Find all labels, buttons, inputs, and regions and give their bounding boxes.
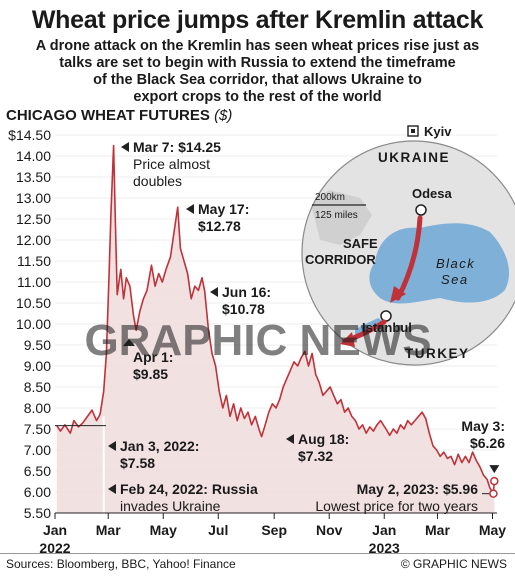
x-tick-label: Jan bbox=[43, 522, 67, 538]
page-subtitle: A drone attack on the Kremlin has seen w… bbox=[20, 38, 495, 106]
sea-label: Sea bbox=[441, 272, 469, 287]
map-layers bbox=[302, 141, 515, 365]
annotation-label: Jun 16: bbox=[222, 284, 271, 300]
annotation-label: May 17: bbox=[198, 201, 249, 217]
x-tick-label: Sep bbox=[261, 522, 287, 538]
annotation-pointer bbox=[210, 287, 218, 297]
subtitle-line: talks are set to begin with Russia to ex… bbox=[59, 55, 456, 71]
country-label: TURKEY bbox=[405, 346, 470, 361]
black-sea-map bbox=[301, 125, 515, 366]
annotation-label: Jan 3, 2022: bbox=[120, 438, 199, 454]
y-tick-label: 14.00 bbox=[16, 148, 51, 164]
annotation-label: Lowest price for two years bbox=[315, 498, 478, 514]
price-line bbox=[56, 144, 496, 495]
x-tick-label: May bbox=[479, 522, 506, 538]
annotation-pointer bbox=[186, 204, 194, 214]
y-tick-label: 11.50 bbox=[17, 253, 51, 269]
annotation-dot bbox=[490, 476, 499, 486]
chart-label-text: CHICAGO WHEAT FUTURES bbox=[6, 107, 210, 124]
subtitle-line: A drone attack on the Kremlin has seen w… bbox=[35, 38, 480, 54]
annotation-label: $6.26 bbox=[470, 435, 505, 451]
annotation-pointer bbox=[121, 142, 129, 152]
y-tick-label: 13.50 bbox=[16, 169, 51, 185]
wheat-price-chart: $14.50 14.00 13.50 13.00 12.50 12.00 11.50 11.0… bbox=[8, 124, 515, 556]
corridor-label: CORRIDOR bbox=[305, 252, 376, 267]
x-tick-label: Mar bbox=[425, 522, 450, 538]
annotation-label: Apr 1: bbox=[133, 349, 173, 365]
annotation-label: $7.32 bbox=[298, 448, 333, 464]
annotation-label: Aug 18: bbox=[298, 431, 349, 447]
annotation-label: $10.78 bbox=[222, 301, 265, 317]
annotation-label: doubles bbox=[133, 173, 182, 189]
chart-label: CHICAGO WHEAT FUTURES ($) bbox=[6, 107, 232, 124]
watermark: GRAPHIC NEWS bbox=[84, 316, 431, 365]
chart-label-unit: ($) bbox=[214, 107, 233, 124]
y-tick-label: 13.00 bbox=[16, 190, 51, 206]
x-tick-year: 2023 bbox=[369, 540, 400, 556]
annotation-pointer bbox=[108, 441, 116, 451]
corridor-label: SAFE bbox=[343, 236, 378, 251]
y-tick-label: 5.50 bbox=[24, 505, 51, 521]
corridor-arrowhead bbox=[390, 286, 406, 303]
annotation-label: May 3: bbox=[461, 418, 505, 434]
x-tick-label: Jul bbox=[208, 522, 228, 538]
x-tick-label: May bbox=[150, 522, 177, 538]
annotation-label: Feb 24, 2022: Russia bbox=[120, 481, 258, 497]
country-label: UKRAINE bbox=[378, 150, 450, 165]
scale-label: 200km bbox=[315, 192, 345, 203]
y-tick-label: 6.50 bbox=[24, 463, 51, 479]
footer-divider bbox=[0, 553, 515, 554]
y-tick-label: 6.00 bbox=[24, 484, 51, 500]
annotation-label: May 2, 2023: $5.96 bbox=[357, 481, 479, 497]
annotation-label: $9.85 bbox=[133, 366, 168, 382]
y-tick-label: 10.50 bbox=[16, 295, 51, 311]
y-tick-label: 11.00 bbox=[17, 274, 51, 290]
scale-label: 125 miles bbox=[315, 210, 358, 221]
y-tick-label: 9.50 bbox=[24, 337, 51, 353]
x-tick-label: Nov bbox=[316, 522, 343, 538]
x-tick-year: 2022 bbox=[39, 540, 70, 556]
y-tick-label: $14.50 bbox=[8, 127, 51, 143]
sea-label: Black bbox=[436, 256, 475, 271]
annotation-label: $7.58 bbox=[120, 455, 155, 471]
footer-sources: Sources: Bloomberg, BBC, Yahoo! Finance bbox=[6, 557, 236, 571]
annotation-pointer bbox=[123, 339, 135, 346]
city-label: Odesa bbox=[412, 186, 453, 201]
y-tick-label: 9.00 bbox=[24, 358, 51, 374]
annotation-label: Mar 7: $14.25 bbox=[133, 139, 221, 155]
odesa-marker bbox=[415, 204, 427, 216]
subtitle-line: of the Black Sea corridor, that allows U… bbox=[93, 72, 422, 88]
map-border bbox=[301, 140, 515, 366]
city-label: Istanbul bbox=[362, 320, 412, 335]
y-tick-label: 7.50 bbox=[24, 421, 51, 437]
y-tick-label: 7.00 bbox=[24, 442, 51, 458]
annotation-pointer bbox=[286, 434, 294, 444]
page-title: Wheat price jumps after Kremlin attack bbox=[31, 6, 484, 34]
annotation-label: $12.78 bbox=[198, 218, 241, 234]
city-label: Kyiv bbox=[424, 124, 452, 139]
annotation-pointer bbox=[489, 465, 500, 474]
y-tick-label: 8.50 bbox=[24, 379, 51, 395]
annotation-label: Price almost bbox=[133, 156, 210, 172]
x-tick-label: Jan bbox=[372, 522, 396, 538]
footer-credit: © GRAPHIC NEWS bbox=[400, 557, 507, 571]
price-area bbox=[56, 145, 495, 513]
y-tick-label: 8.00 bbox=[24, 400, 51, 416]
y-tick-label: 10.00 bbox=[16, 316, 51, 332]
annotation-label: invades Ukraine bbox=[120, 498, 221, 514]
subtitle-line: export crops to the rest of the world bbox=[133, 89, 382, 105]
annotation-dot bbox=[489, 489, 498, 498]
y-tick-label: 12.50 bbox=[16, 211, 51, 227]
y-tick-label: 12.00 bbox=[16, 232, 51, 248]
kyiv-marker-dot bbox=[411, 129, 415, 133]
corridor-arrowhead bbox=[340, 332, 355, 347]
land-shade bbox=[310, 190, 372, 245]
annotation-pointer bbox=[108, 484, 116, 494]
x-tick-label: Mar bbox=[96, 522, 121, 538]
